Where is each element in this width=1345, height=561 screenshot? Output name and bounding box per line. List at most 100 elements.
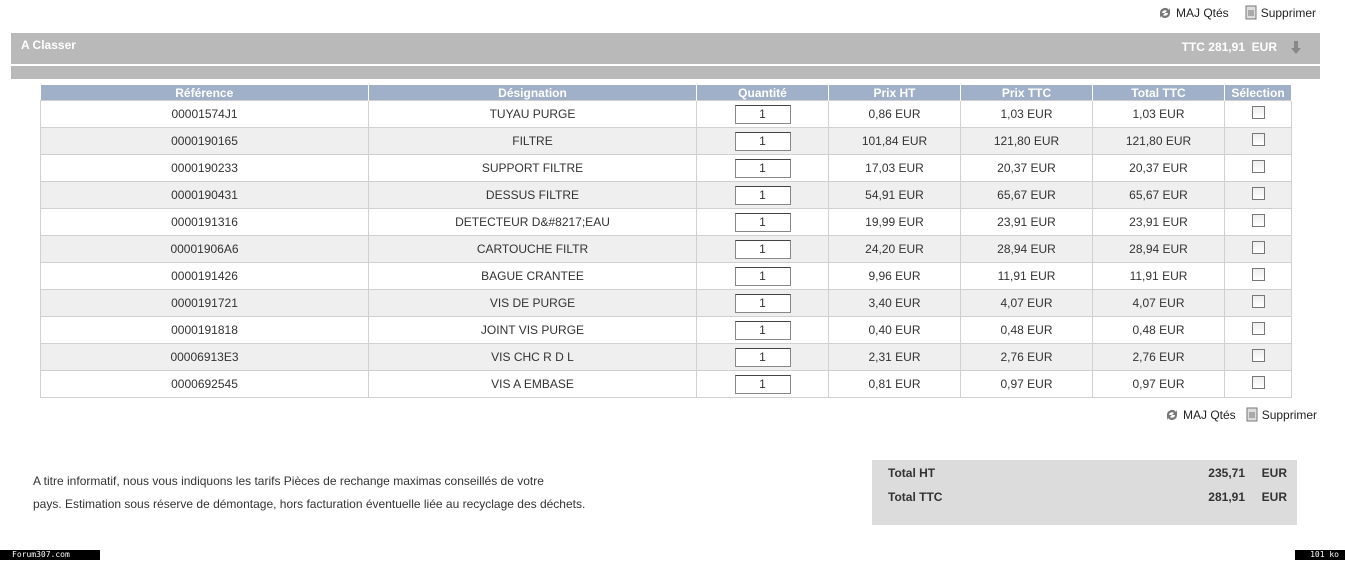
- quantity-cell: 1: [696, 262, 829, 290]
- selection-checkbox[interactable]: [1251, 295, 1265, 308]
- selection-cell: [1224, 343, 1292, 371]
- column-header: Prix TTC: [960, 85, 1093, 101]
- section-header[interactable]: A Classer TTC 281,91 EUR: [11, 33, 1320, 64]
- cell: 00001906A6: [40, 235, 369, 263]
- quantity-input[interactable]: 1: [734, 104, 791, 124]
- quantity-cell: 1: [696, 370, 829, 398]
- quantity-input[interactable]: 1: [734, 131, 791, 151]
- quantity-input[interactable]: 1: [734, 212, 791, 232]
- column-header: Sélection: [1224, 85, 1292, 101]
- cell: 0000190233: [40, 154, 369, 182]
- cell: 0000191316: [40, 208, 369, 236]
- delete-button[interactable]: Supprimer: [1245, 5, 1316, 20]
- selection-checkbox[interactable]: [1251, 322, 1265, 335]
- cell: 65,67 EUR: [1092, 181, 1225, 209]
- cell: JOINT VIS PURGE: [368, 316, 697, 344]
- cell: 0000190431: [40, 181, 369, 209]
- selection-checkbox[interactable]: [1251, 214, 1265, 227]
- section-subbar: [11, 66, 1320, 79]
- column-header: Total TTC: [1092, 85, 1225, 101]
- quantity-input[interactable]: 1: [734, 374, 791, 394]
- selection-checkbox[interactable]: [1251, 187, 1265, 200]
- toolbar-bottom: MAJ Qtés Supprimer: [1165, 407, 1317, 422]
- selection-cell: [1224, 235, 1292, 263]
- selection-cell: [1224, 289, 1292, 317]
- quantity-cell: 1: [696, 235, 829, 263]
- cell: 0,97 EUR: [960, 370, 1093, 398]
- cell: 0,81 EUR: [828, 370, 961, 398]
- cell: 1,03 EUR: [960, 100, 1093, 128]
- cell: 2,76 EUR: [1092, 343, 1225, 371]
- cell: 121,80 EUR: [960, 127, 1093, 155]
- quantity-input[interactable]: 1: [734, 320, 791, 340]
- cell: 20,37 EUR: [1092, 154, 1225, 182]
- table-row: 00001906A6 CARTOUCHE FILTR 1 24,20 EUR 28,94…: [40, 235, 1292, 263]
- footer-right: 101 ko: [1295, 550, 1345, 560]
- quantity-input[interactable]: 1: [734, 158, 791, 178]
- footer-left: Forum307.com: [0, 550, 100, 560]
- selection-checkbox[interactable]: [1251, 349, 1265, 362]
- cell: 24,20 EUR: [828, 235, 961, 263]
- table-row: 00001574J1 TUYAU PURGE 1 0,86 EUR 1,03 EUR 1,…: [40, 100, 1292, 128]
- cell: 54,91 EUR: [828, 181, 961, 209]
- column-header: Prix HT: [828, 85, 961, 101]
- section-total: TTC 281,91: [1181, 40, 1245, 54]
- parts-table: Référence Désignation Quantité Prix HT Prix …: [40, 85, 1292, 398]
- cell: 11,91 EUR: [960, 262, 1093, 290]
- section-title: A Classer: [21, 38, 76, 52]
- table-row: 0000191818 JOINT VIS PURGE 1 0,40 EUR 0,48 E…: [40, 316, 1292, 344]
- quantity-cell: 1: [696, 154, 829, 182]
- cell: 0,48 EUR: [1092, 316, 1225, 344]
- update-label: MAJ Qtés: [1176, 5, 1229, 20]
- quantity-input[interactable]: 1: [734, 239, 791, 259]
- delete-button[interactable]: Supprimer: [1246, 407, 1317, 422]
- update-button[interactable]: MAJ Qtés: [1158, 5, 1229, 20]
- cell: 23,91 EUR: [960, 208, 1093, 236]
- selection-checkbox[interactable]: [1251, 133, 1265, 146]
- quantity-input[interactable]: 1: [734, 347, 791, 367]
- selection-cell: [1224, 181, 1292, 209]
- total-currency: EUR: [1261, 466, 1287, 480]
- total-value: 281,91: [1208, 490, 1245, 504]
- selection-checkbox[interactable]: [1251, 160, 1265, 173]
- quantity-cell: 1: [696, 100, 829, 128]
- cell: 3,40 EUR: [828, 289, 961, 317]
- column-header: Désignation: [368, 85, 697, 101]
- selection-cell: [1224, 127, 1292, 155]
- cell: 4,07 EUR: [1092, 289, 1225, 317]
- cell: FILTRE: [368, 127, 697, 155]
- trash-icon: [1245, 5, 1257, 20]
- selection-cell: [1224, 100, 1292, 128]
- quantity-cell: 1: [696, 208, 829, 236]
- quantity-cell: 1: [696, 181, 829, 209]
- cell: 121,80 EUR: [1092, 127, 1225, 155]
- selection-checkbox[interactable]: [1251, 376, 1265, 389]
- quantity-input[interactable]: 1: [734, 185, 791, 205]
- cell: 0000191721: [40, 289, 369, 317]
- notice-line: pays. Estimation sous réserve de démonta…: [33, 497, 586, 511]
- cell: 0,97 EUR: [1092, 370, 1225, 398]
- table-row: 0000190165 FILTRE 1 101,84 EUR 121,80 EUR 121…: [40, 127, 1292, 155]
- arrow-icon: [1291, 41, 1301, 54]
- selection-cell: [1224, 208, 1292, 236]
- cell: 4,07 EUR: [960, 289, 1093, 317]
- cell: VIS A EMBASE: [368, 370, 697, 398]
- table-row: 0000190431 DESSUS FILTRE 1 54,91 EUR 65,67 E…: [40, 181, 1292, 209]
- cell: CARTOUCHE FILTR: [368, 235, 697, 263]
- quantity-input[interactable]: 1: [734, 293, 791, 313]
- selection-checkbox[interactable]: [1251, 106, 1265, 119]
- update-button[interactable]: MAJ Qtés: [1165, 407, 1236, 422]
- cell: 0000191426: [40, 262, 369, 290]
- cell: 11,91 EUR: [1092, 262, 1225, 290]
- selection-checkbox[interactable]: [1251, 268, 1265, 281]
- selection-checkbox[interactable]: [1251, 241, 1265, 254]
- cell: 0,86 EUR: [828, 100, 961, 128]
- total-label: Total TTC: [888, 490, 943, 504]
- quantity-input[interactable]: 1: [734, 266, 791, 286]
- cell: 2,31 EUR: [828, 343, 961, 371]
- table-row: 0000190233 SUPPORT FILTRE 1 17,03 EUR 20,37 …: [40, 154, 1292, 182]
- refresh-icon: [1160, 7, 1170, 18]
- cell: 19,99 EUR: [828, 208, 961, 236]
- delete-label: Supprimer: [1261, 407, 1318, 422]
- table-row: 0000692545 VIS A EMBASE 1 0,81 EUR 0,97 EUR 0…: [40, 370, 1292, 398]
